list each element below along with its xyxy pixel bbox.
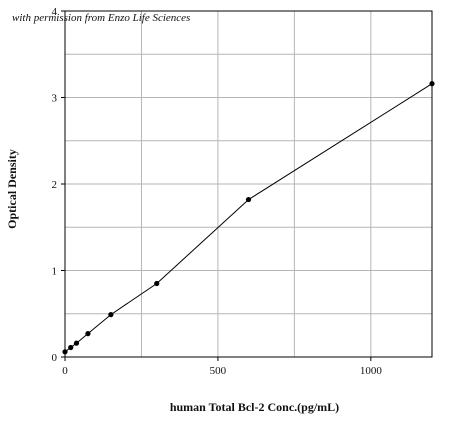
x-tick-label: 0 xyxy=(62,365,68,377)
data-point xyxy=(68,344,74,351)
y-tick-label: 3 xyxy=(52,93,58,105)
y-tick-label: 1 xyxy=(52,266,58,278)
x-tick-label: 500 xyxy=(210,365,227,377)
y-tick-label: 4 xyxy=(52,6,58,18)
data-point xyxy=(73,340,80,346)
data-point xyxy=(85,331,91,337)
data-point xyxy=(245,196,252,203)
data-point xyxy=(62,349,68,355)
series-line xyxy=(64,83,433,353)
y-axis-label: Optical Density xyxy=(5,149,19,229)
y-tick-label: 2 xyxy=(52,179,58,191)
y-tick-label: 0 xyxy=(52,352,58,364)
x-axis-label: human Total Bcl-2 Conc.(pg/mL) xyxy=(170,400,339,414)
axis-ticks: 0 1 2 3 4 0 500 1000 xyxy=(52,6,383,377)
data-point xyxy=(154,280,160,287)
x-tick-label: 1000 xyxy=(360,365,383,377)
data-point xyxy=(429,81,435,87)
data-point xyxy=(108,312,114,318)
watermark-text: with permission from Enzo Life Sciences xyxy=(12,12,190,24)
grid-lines xyxy=(65,11,432,357)
data-series xyxy=(62,81,435,355)
